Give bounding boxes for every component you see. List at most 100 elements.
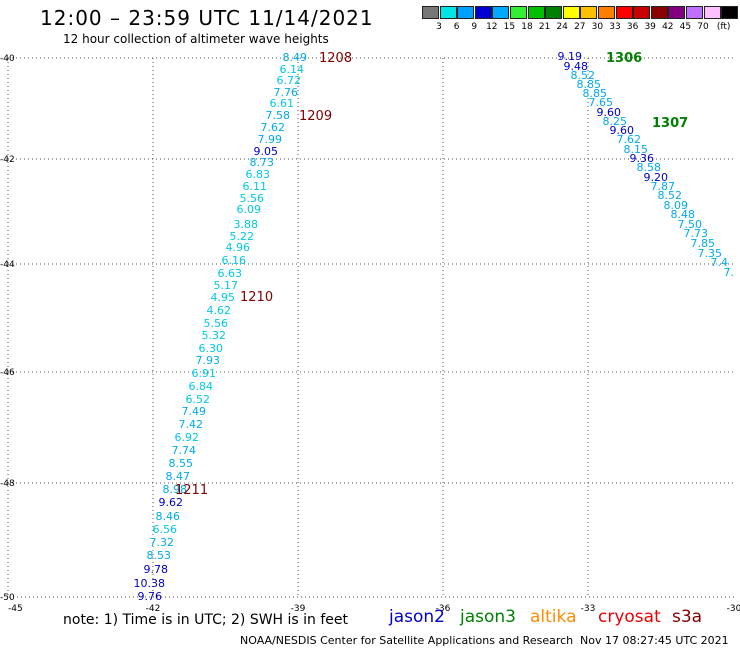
map-subtitle: 12 hour collection of altimeter wave hei… (63, 32, 329, 46)
longitude-label: -45 (8, 604, 23, 614)
color-scale-swatch (686, 6, 703, 19)
credit-line: NOAA/NESDIS Center for Satellite Applica… (240, 634, 574, 647)
latitude-label: -42 (0, 155, 15, 165)
color-scale-label: 33 (609, 22, 621, 32)
wave-height-value: 5.56 (240, 192, 265, 205)
color-scale-label: 30 (591, 22, 604, 32)
wave-height-value: 6.09 (237, 203, 262, 216)
wave-height-value: 10.38 (134, 577, 166, 590)
wave-height-value: 3.88 (234, 218, 259, 231)
track-time-label: 1306 (606, 51, 642, 66)
wave-height-value: 8.25 (603, 115, 628, 128)
legend-cryosat: cryosat (598, 607, 661, 627)
wave-height-value: 5.17 (214, 279, 239, 292)
wave-height-value: 6.61 (270, 97, 295, 110)
wave-height-value: 6.52 (186, 393, 211, 406)
color-scale-swatch (598, 6, 615, 19)
longitude-label: -42 (146, 604, 161, 614)
wave-height-value: 6.30 (199, 342, 224, 355)
color-scale-swatch (703, 6, 721, 19)
wave-height-value: 9.60 (610, 124, 635, 137)
wave-height-value: 7.76 (274, 86, 299, 99)
color-scale-label: 18 (521, 22, 533, 32)
wave-height-value: 8.55 (169, 457, 194, 470)
map-title: 12:00 – 23:59 UTC 11/14/2021 (40, 6, 374, 30)
wave-height-value: 7. (724, 266, 735, 279)
longitude-label: -39 (291, 604, 306, 614)
wave-height-value: 8.52 (571, 69, 596, 82)
wave-height-value: 7.73 (684, 227, 709, 240)
wave-height-value: 8.09 (664, 199, 689, 212)
wave-height-value: 8.46 (156, 510, 181, 523)
wave-height-value: 7.62 (617, 133, 642, 146)
wave-height-value: 8.15 (624, 143, 649, 156)
wave-height-value: 7.65 (589, 96, 614, 109)
latitude-label: -40 (0, 54, 15, 64)
longitude-label: -33 (581, 604, 596, 614)
wave-height-value: 8.85 (583, 87, 608, 100)
color-scale-swatch (474, 6, 492, 19)
track-time-label: 1209 (299, 109, 332, 124)
latitude-label: -48 (0, 479, 15, 489)
wave-height-value: 7.32 (150, 536, 175, 549)
latitude-label: -46 (0, 368, 15, 378)
wave-height-value: 9.20 (644, 171, 669, 184)
legend-jason2: jason2 (389, 607, 445, 627)
wave-height-value: 8.48 (671, 208, 696, 221)
units-note: note: 1) Time is in UTC; 2) SWH is in fe… (63, 612, 349, 628)
wave-height-value: 4.62 (207, 304, 232, 317)
wave-height-value: 9.48 (564, 60, 589, 73)
color-scale-label: 15 (503, 22, 516, 32)
color-scale-label: 42 (662, 22, 674, 32)
grid-lines (7, 57, 734, 598)
wave-height-value: 8.98 (163, 483, 188, 496)
wave-height-value: 7.50 (678, 218, 703, 231)
color-scale-swatch (580, 6, 598, 19)
wave-height-value: 6.63 (218, 267, 243, 280)
wave-height-value: 4.95 (211, 291, 236, 304)
wave-height-value: 7.58 (266, 109, 291, 122)
wave-height-value: 8.49 (283, 51, 308, 64)
wave-height-value: 7.74 (172, 444, 197, 457)
color-scale-label: 21 (538, 22, 551, 32)
color-scale-swatch (633, 6, 651, 19)
color-scale-swatch (562, 6, 580, 19)
color-scale-label: 70 (697, 22, 709, 32)
wave-height-value: 7.62 (261, 121, 286, 134)
color-scale-swatch (668, 6, 686, 19)
wave-height-value: 8.47 (166, 470, 191, 483)
wave-height-value: 8.58 (637, 161, 662, 174)
color-scale-swatch (721, 6, 739, 19)
wave-height-value: 6.72 (277, 74, 302, 87)
wave-height-value: 9.36 (630, 152, 655, 165)
wave-height-value: 8.52 (658, 189, 683, 202)
longitude-label: -36 (436, 604, 451, 614)
wave-height-value: 9.62 (159, 496, 184, 509)
wave-height-value: 7.35 (698, 247, 723, 260)
color-scale-swatch (527, 6, 545, 19)
wave-height-value: 6.56 (153, 523, 178, 536)
wave-height-value: 5.56 (204, 317, 229, 330)
color-scale-unit: (ft) (716, 22, 731, 32)
wave-height-value: 8.85 (577, 78, 602, 91)
color-scale-swatch (492, 6, 510, 19)
color-scale-label: 27 (574, 22, 586, 32)
wave-height-value: 9.19 (558, 50, 583, 63)
wave-height-value: 6.16 (222, 254, 247, 267)
wave-height-value: 7.42 (179, 418, 204, 431)
color-scale-label: 12 (486, 22, 498, 32)
latitude-label: -44 (0, 260, 15, 270)
color-scale-label: 9 (471, 22, 478, 32)
latitude-label: -50 (0, 593, 15, 603)
wave-height-value: 9.05 (254, 145, 279, 158)
wave-height-value: 6.92 (175, 431, 200, 444)
plot-frame (7, 57, 734, 598)
wave-height-value: 7.49 (182, 405, 207, 418)
wave-height-tracks: 8.496.146.727.766.617.587.627.999.058.73… (134, 50, 735, 603)
wave-height-value: 7.4 (711, 256, 729, 269)
color-scale-swatch (545, 6, 563, 19)
legend-jason3: jason3 (460, 607, 516, 627)
wave-height-value: 6.84 (189, 380, 214, 393)
color-scale-swatch (615, 6, 633, 19)
